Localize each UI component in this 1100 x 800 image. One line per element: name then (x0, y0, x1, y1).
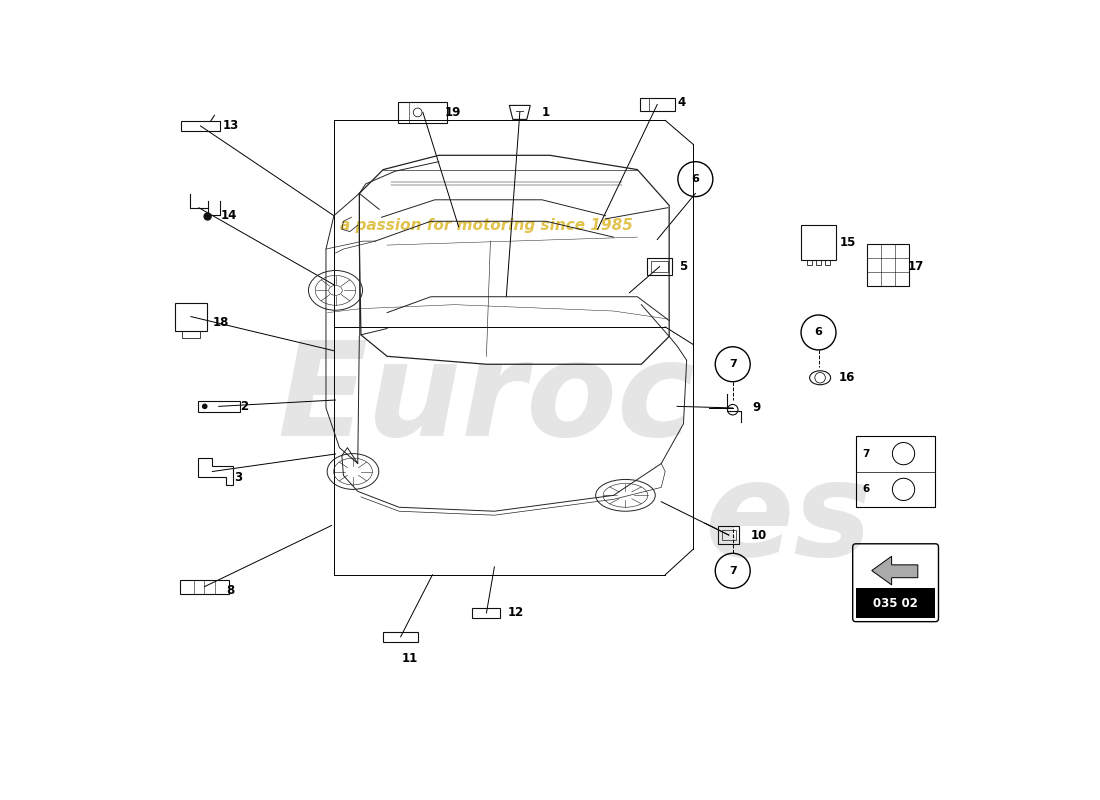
Bar (383, 631, 418, 642)
Bar (856, 436, 935, 507)
Bar (648, 258, 672, 275)
Text: 1: 1 (542, 106, 550, 119)
Bar (816, 260, 821, 266)
Bar (640, 98, 674, 110)
Bar (825, 260, 829, 266)
Text: 18: 18 (212, 316, 229, 329)
Text: 3: 3 (234, 471, 242, 484)
Text: 2: 2 (240, 400, 249, 413)
Text: 5: 5 (679, 260, 686, 273)
Bar (722, 530, 736, 540)
Bar (856, 589, 935, 618)
Text: 11: 11 (402, 652, 418, 665)
Text: 16: 16 (839, 371, 856, 384)
Bar (182, 121, 220, 131)
Text: a passion for motoring since 1985: a passion for motoring since 1985 (340, 218, 632, 233)
Bar (718, 526, 739, 544)
Text: 7: 7 (862, 449, 870, 458)
Bar (867, 244, 909, 286)
Bar (183, 330, 200, 338)
Bar (473, 608, 500, 618)
Text: 7: 7 (729, 359, 737, 370)
Text: 8: 8 (226, 584, 234, 597)
Text: 6: 6 (815, 327, 823, 338)
Text: 14: 14 (220, 209, 236, 222)
Polygon shape (872, 556, 917, 585)
Bar (198, 401, 240, 411)
Text: Euroc: Euroc (277, 337, 695, 463)
Text: 035 02: 035 02 (873, 597, 918, 610)
Bar (175, 302, 207, 330)
Text: 13: 13 (222, 119, 239, 133)
Text: 6: 6 (862, 484, 869, 494)
Text: es: es (704, 456, 872, 582)
Text: 19: 19 (446, 106, 462, 119)
Circle shape (205, 213, 211, 220)
Text: 4: 4 (678, 95, 685, 109)
Text: 9: 9 (752, 402, 761, 414)
Bar (801, 226, 836, 260)
Bar (807, 260, 813, 266)
Text: 10: 10 (750, 529, 767, 542)
Text: 6: 6 (692, 174, 700, 184)
Circle shape (202, 404, 207, 409)
Bar (180, 580, 229, 594)
Text: 15: 15 (840, 236, 856, 249)
Bar (398, 102, 448, 123)
Text: 12: 12 (508, 606, 524, 619)
Text: 17: 17 (908, 260, 924, 273)
Bar (651, 262, 669, 272)
Text: 7: 7 (729, 566, 737, 576)
